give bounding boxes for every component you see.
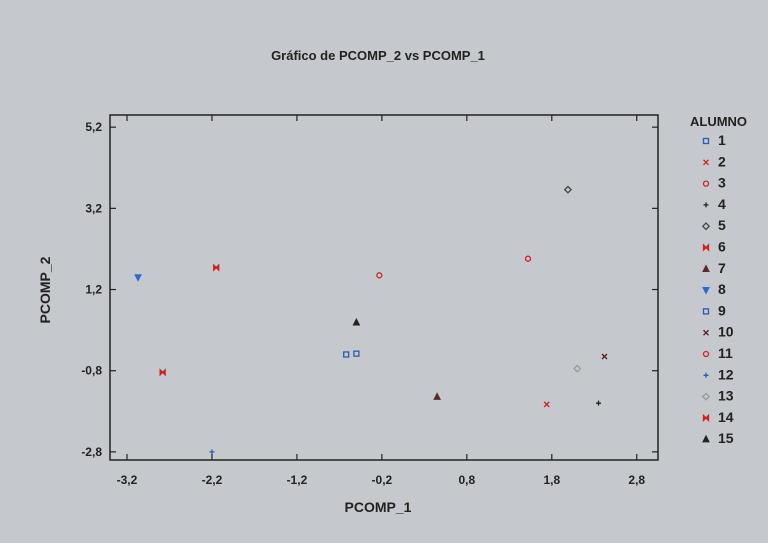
x-tick-label: -2,2 — [202, 473, 223, 487]
legend-label: 6 — [718, 239, 726, 255]
legend-label: 8 — [718, 281, 726, 297]
data-point-alumno-7 — [433, 392, 441, 400]
y-tick-label: -0,8 — [81, 364, 102, 378]
x-tick-label: 0,8 — [458, 473, 475, 487]
legend-marker-4 — [703, 202, 709, 208]
data-point-alumno-12 — [209, 449, 215, 455]
x-axis-label: PCOMP_1 — [345, 499, 412, 515]
legend-marker-3 — [702, 180, 710, 187]
legend-marker-2 — [703, 159, 709, 166]
legend-marker-10 — [703, 329, 709, 336]
data-point-alumno-6 — [213, 263, 220, 272]
data-point-alumno-11 — [524, 255, 532, 262]
y-tick-label: 5,2 — [85, 120, 102, 134]
data-point-alumno-3 — [376, 272, 383, 279]
data-point-alumno-2 — [543, 401, 550, 408]
legend-label: 9 — [718, 302, 726, 318]
data-point-alumno-13 — [573, 364, 582, 373]
legend-marker-11 — [702, 350, 710, 358]
legend-marker-14 — [702, 413, 710, 422]
data-point-alumno-9 — [353, 350, 360, 357]
legend-marker-12 — [703, 372, 709, 378]
x-tick-label: -0,2 — [372, 473, 393, 487]
legend-label: 5 — [718, 217, 726, 233]
legend-label: 3 — [718, 175, 726, 191]
data-point-alumno-4 — [596, 400, 602, 406]
plot-frame — [109, 114, 659, 461]
legend-label: 2 — [718, 153, 726, 169]
legend-label: 10 — [718, 324, 734, 340]
legend-marker-6 — [702, 243, 710, 252]
y-tick-label: -2,8 — [81, 445, 102, 459]
chart-title: Gráfico de PCOMP_2 vs PCOMP_1 — [271, 48, 485, 63]
x-tick-label: -1,2 — [287, 473, 308, 487]
legend-marker-8 — [702, 286, 710, 295]
legend-marker-7 — [702, 264, 710, 272]
x-tick-label: 2,8 — [628, 473, 645, 487]
data-point-alumno-8 — [134, 274, 142, 282]
legend-marker-9 — [702, 308, 710, 315]
legend-marker-5 — [701, 222, 711, 231]
legend-label: 14 — [718, 409, 734, 425]
legend-marker-15 — [702, 434, 710, 443]
data-point-alumno-14 — [159, 368, 166, 377]
data-point-alumno-15 — [352, 317, 361, 326]
legend-marker-1 — [702, 137, 710, 145]
legend-label: 1 — [718, 132, 726, 148]
y-tick-label: 3,2 — [85, 201, 102, 215]
y-axis-label: PCOMP_2 — [37, 256, 53, 323]
data-point-alumno-10 — [601, 353, 608, 360]
legend-label: 12 — [718, 366, 734, 382]
legend-label: 7 — [718, 260, 726, 276]
legend-label: 15 — [718, 430, 734, 446]
data-point-alumno-5 — [563, 185, 573, 194]
y-tick-label: 1,2 — [85, 283, 102, 297]
data-point-alumno-1 — [343, 351, 350, 358]
x-tick-label: -3,2 — [117, 473, 138, 487]
legend-label: 4 — [718, 196, 726, 212]
legend-label: 11 — [718, 345, 733, 361]
legend-marker-13 — [701, 392, 711, 401]
legend-title: ALUMNO — [690, 114, 747, 129]
x-tick-label: 1,8 — [543, 473, 560, 487]
legend-label: 13 — [718, 388, 734, 404]
